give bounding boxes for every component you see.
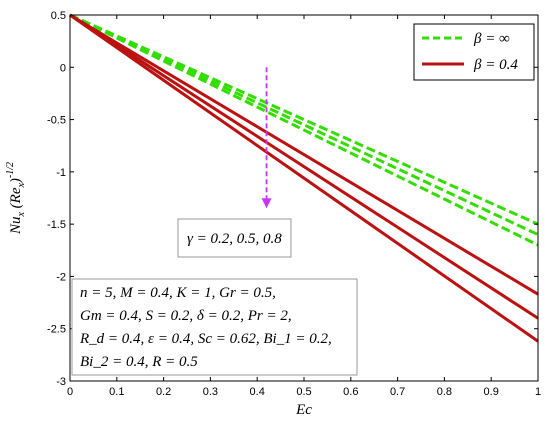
y-label-nu: Nu — [8, 217, 24, 236]
parameters-line-3: R_d = 0.4, ε = 0.4, Sc = 0.62, Bi_1 = 0.… — [79, 331, 332, 347]
series-line-beta-inf-gamma-05 — [69, 13, 539, 236]
y-label-sup: -1/2 — [5, 162, 16, 178]
x-tick-label: 0.3 — [203, 386, 218, 398]
series-line-beta-04-gamma-02 — [69, 13, 539, 296]
x-tick-label: 0 — [67, 386, 73, 398]
legend: β = ∞ β = 0.4 — [413, 23, 535, 81]
parameters-line-4: Bi_2 = 0.4, R = 0.5 — [80, 354, 198, 370]
series-line-beta-04-gamma-08 — [69, 13, 539, 343]
gamma-annotation-text: γ = 0.2, 0.5, 0.8 — [187, 231, 282, 247]
y-tick-label: -0.5 — [47, 115, 66, 127]
x-axis-label: Ec — [295, 402, 312, 418]
legend-label-beta-inf: β = ∞ — [473, 31, 510, 47]
x-tick-label: 0.5 — [296, 386, 311, 398]
svg-text:Nux (Rex)-1/2: Nux (Rex)-1/2 — [5, 162, 27, 235]
ticks-layer: 0 0.1 0.2 0.3 0.4 0.5 0.6 0.7 0.8 0.9 1 0.5 0 -0.5 -1 -… — [47, 10, 541, 398]
series-line-beta-04-gamma-05 — [69, 13, 539, 320]
y-label-close: ) — [8, 178, 24, 184]
legend-label-beta-04: β = 0.4 — [473, 57, 518, 73]
x-tick-label: 0.7 — [390, 386, 405, 398]
y-label-sub2: x — [16, 183, 27, 189]
legend-box — [413, 23, 535, 81]
y-tick-label: -3 — [56, 376, 66, 388]
series-line-beta-inf-gamma-02 — [69, 13, 539, 226]
series-layer — [69, 13, 539, 343]
y-axis-label: Nux (Rex)-1/2 — [5, 162, 27, 235]
parameters-line-2: Gm = 0.4, S = 0.2, δ = 0.2, Pr = 2, — [80, 308, 292, 324]
y-label-sub1: x — [16, 212, 27, 218]
y-tick-label: -1 — [56, 167, 66, 179]
y-tick-label: -2.5 — [47, 324, 66, 336]
gamma-annotation-box — [177, 218, 292, 258]
y-label-open: ( — [8, 202, 24, 212]
y-tick-label: -1.5 — [47, 219, 66, 231]
y-label-re: Re — [8, 187, 24, 204]
y-tick-label: 0.5 — [51, 10, 66, 22]
parameters-box: n = 5, M = 0.4, K = 1, Gr = 0.5, Gm = 0.… — [71, 278, 358, 376]
y-tick-label: -2 — [56, 271, 66, 283]
gamma-annotation: γ = 0.2, 0.5, 0.8 — [177, 218, 292, 258]
parameters-box-frame — [71, 278, 358, 376]
y-tick-label: 0 — [60, 62, 66, 74]
x-tick-label: 0.2 — [156, 386, 171, 398]
series-line-beta-inf-gamma-08 — [69, 13, 539, 247]
x-tick-label: 0.4 — [250, 386, 265, 398]
x-tick-label: 0.9 — [484, 386, 499, 398]
x-tick-label: 0.6 — [343, 386, 358, 398]
x-tick-label: 0.8 — [437, 386, 452, 398]
x-tick-label: 0.1 — [109, 386, 124, 398]
parameters-line-1: n = 5, M = 0.4, K = 1, Gr = 0.5, — [80, 285, 276, 301]
x-tick-label: 1 — [535, 386, 541, 398]
